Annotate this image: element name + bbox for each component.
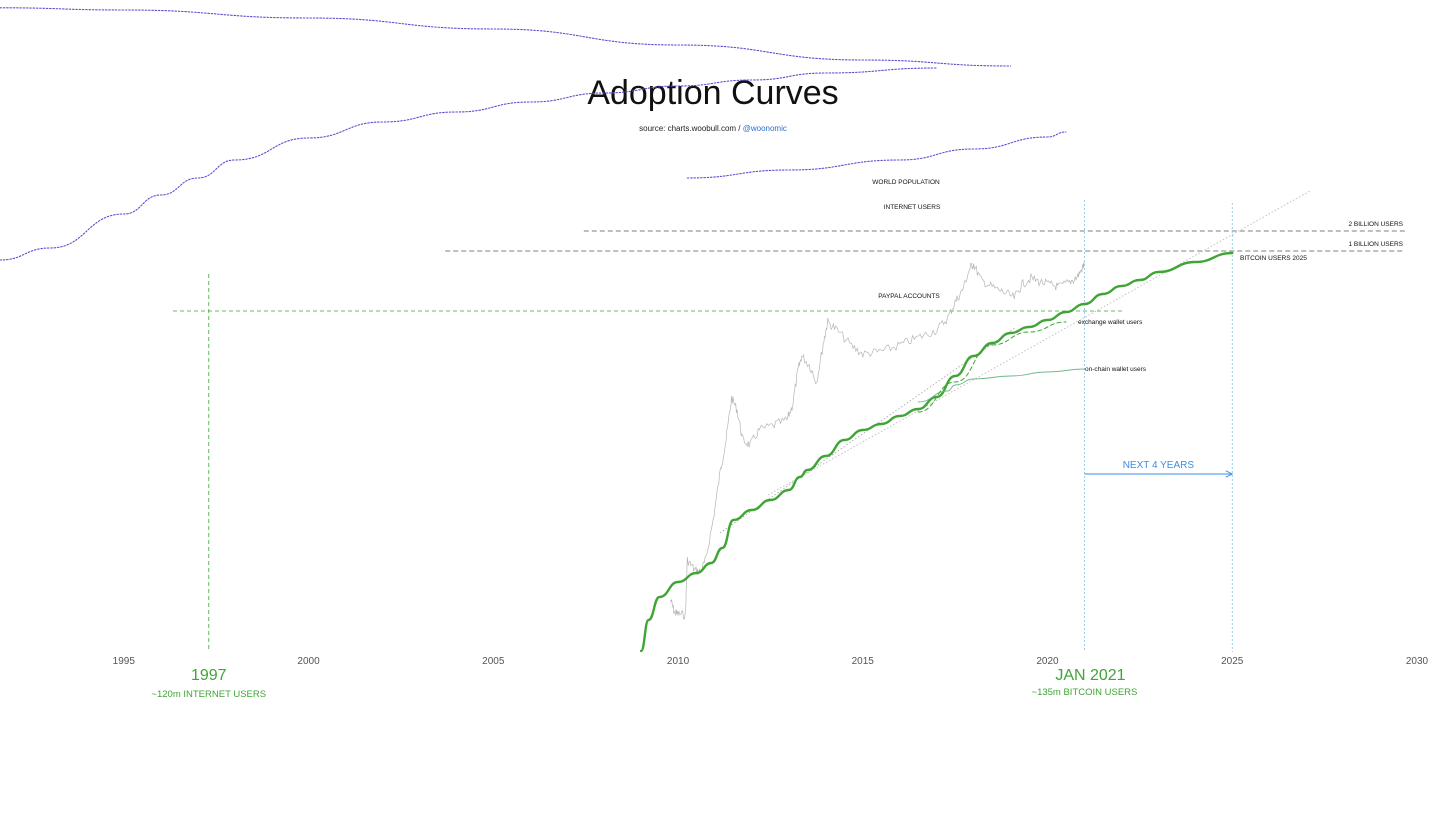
series-label-internet-users: INTERNET USERS bbox=[884, 204, 941, 211]
reference-label-2-billion-users: 2 BILLION USERS bbox=[1348, 221, 1403, 228]
series-line-on-chain-wallet-users bbox=[917, 368, 1085, 403]
series-label-bitcoin-users-2025: BITCOIN USERS 2025 bbox=[1240, 255, 1307, 262]
series-label-world-population: WORLD POPULATION bbox=[872, 179, 940, 186]
source-text: source: charts.woobull.com / bbox=[639, 124, 741, 133]
trend-line-short bbox=[719, 327, 1016, 534]
x-tick-label-2000: 2000 bbox=[297, 656, 320, 667]
x-tick-label-2015: 2015 bbox=[852, 656, 875, 667]
bitcoin-price-line bbox=[670, 261, 1085, 620]
series-line-bitcoin-users-2025 bbox=[639, 251, 1234, 653]
chart-title: Adoption Curves bbox=[587, 74, 839, 112]
series-label-on-chain-wallet-users: on-chain wallet users bbox=[1085, 366, 1147, 373]
series-line-internet-users bbox=[0, 67, 938, 261]
marker-1997-note: ~120m INTERNET USERS bbox=[151, 689, 266, 700]
x-tick-label-2020: 2020 bbox=[1036, 656, 1059, 667]
reference-label-1-billion-users: 1 BILLION USERS bbox=[1348, 241, 1403, 248]
jan-2021-note: ~135m BITCOIN USERS bbox=[1032, 687, 1138, 698]
x-tick-label-1995: 1995 bbox=[113, 656, 136, 667]
series-label-exchange-wallet-users: exchange wallet users bbox=[1078, 319, 1143, 326]
x-tick-label-2005: 2005 bbox=[482, 656, 505, 667]
series-label-paypal-accounts: PAYPAL ACCOUNTS bbox=[878, 293, 940, 300]
trend-line-long bbox=[767, 190, 1311, 496]
source-handle-link[interactable]: @woonomic bbox=[742, 124, 787, 133]
next-4-years-label: NEXT 4 YEARS bbox=[1123, 460, 1195, 471]
jan-2021-label: JAN 2021 bbox=[1055, 667, 1125, 684]
x-tick-label-2010: 2010 bbox=[667, 656, 690, 667]
chart-source: source: charts.woobull.com / @woonomic bbox=[0, 124, 1426, 133]
series-line-paypal-accounts bbox=[686, 131, 1067, 179]
x-tick-label-2030: 2030 bbox=[1406, 656, 1429, 667]
x-tick-label-2025: 2025 bbox=[1221, 656, 1244, 667]
series-line-exchange-wallet-users bbox=[917, 321, 1067, 413]
series-line-world-population bbox=[0, 7, 1012, 67]
marker-1997-label: 1997 bbox=[191, 667, 227, 684]
